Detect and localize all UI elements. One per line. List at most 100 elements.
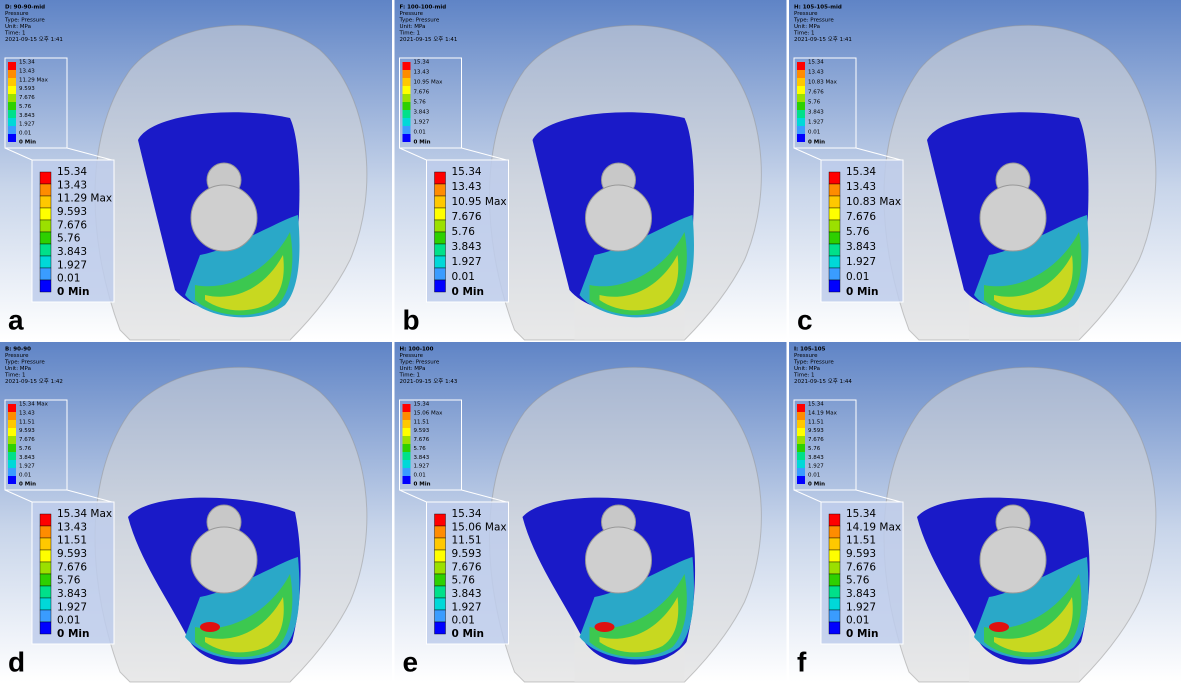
zoom-swatch — [435, 280, 446, 292]
legend-label: 5.76 — [808, 100, 821, 106]
legend-swatch — [403, 126, 411, 134]
zoom-label: 7.676 — [452, 211, 482, 223]
legend-swatch — [403, 468, 411, 476]
legend-label: 7.676 — [19, 437, 35, 443]
header-line: Type: Pressure — [399, 18, 440, 24]
zoom-swatch — [435, 268, 446, 280]
zoom-swatch — [435, 574, 446, 586]
legend-label: 15.34 Max — [19, 402, 49, 408]
legend-swatch — [8, 134, 16, 142]
zoom-label: 5.76 — [452, 575, 476, 587]
header-line: I: 105-105 — [794, 347, 826, 353]
zoom-label: 7.676 — [452, 561, 482, 573]
legend-swatch — [403, 436, 411, 444]
legend-label: 14.19 Max — [808, 410, 838, 416]
panel-letter: a — [8, 304, 24, 335]
zoom-label: 0 Min — [452, 286, 484, 298]
legend-label: 9.593 — [808, 428, 824, 434]
legend-label: 11.51 — [414, 419, 430, 425]
zoom-swatch — [829, 610, 840, 622]
header-line: Type: Pressure — [4, 360, 45, 366]
zoom-label: 3.843 — [846, 241, 876, 253]
zoom-label: 5.76 — [846, 575, 870, 587]
zoom-swatch — [435, 196, 446, 208]
legend-label: 1.927 — [19, 122, 35, 128]
zoom-label: 9.593 — [846, 548, 876, 560]
zoom-label: 13.43 — [846, 181, 876, 193]
zoom-swatch — [829, 184, 840, 196]
legend-label: 5.76 — [808, 446, 821, 452]
legend-swatch — [8, 78, 16, 86]
zoom-swatch — [829, 232, 840, 244]
legend-swatch — [403, 86, 411, 94]
legend-swatch — [8, 444, 16, 452]
pressure-peak — [200, 622, 220, 632]
trunnion-head — [980, 527, 1046, 593]
legend-label: 0.01 — [414, 130, 426, 136]
zoom-swatch — [40, 622, 51, 634]
header-line: 2021-09-15 오후 1:41 — [5, 36, 63, 43]
legend-swatch — [403, 118, 411, 126]
zoom-label: 15.34 Max — [57, 508, 112, 520]
zoom-swatch — [40, 256, 51, 268]
zoom-swatch — [40, 184, 51, 196]
zoom-label: 0.01 — [846, 271, 869, 283]
zoom-swatch — [829, 550, 840, 562]
zoom-swatch — [40, 232, 51, 244]
legend-swatch — [8, 70, 16, 78]
legend-label: 0.01 — [19, 131, 31, 137]
legend-swatch — [8, 428, 16, 436]
trunnion-head — [191, 185, 257, 251]
header-line: Pressure — [400, 353, 424, 359]
legend-label: 5.76 — [414, 446, 427, 452]
legend-label: 9.593 — [19, 86, 35, 92]
zoom-swatch — [40, 598, 51, 610]
header-line: Time: 1 — [4, 373, 26, 379]
header-line: Unit: MPa — [5, 366, 31, 372]
legend-swatch — [403, 78, 411, 86]
figure: D: 90-90-midPressureType: PressureUnit: … — [0, 0, 1181, 683]
legend-label: 15.06 Max — [414, 410, 444, 416]
legend-swatch — [403, 412, 411, 420]
zoom-label: 3.843 — [846, 588, 876, 600]
zoom-label: 7.676 — [846, 561, 876, 573]
header-line: Unit: MPa — [5, 24, 31, 30]
legend-label: 7.676 — [808, 90, 824, 96]
panel: H: 105-105-midPressureType: PressureUnit… — [789, 0, 1181, 340]
legend-swatch — [8, 94, 16, 102]
zoom-label: 13.43 — [57, 179, 87, 191]
legend-swatch — [403, 404, 411, 412]
zoom-label: 10.95 Max — [452, 196, 507, 208]
legend-swatch — [403, 476, 411, 484]
trunnion-head — [586, 185, 652, 251]
header-line: Type: Pressure — [4, 18, 45, 24]
header-line: F: 100-100-mid — [400, 5, 447, 11]
zoom-swatch — [829, 586, 840, 598]
legend-swatch — [8, 62, 16, 70]
legend-swatch — [797, 110, 805, 118]
zoom-swatch — [435, 562, 446, 574]
legend-label: 0 Min — [414, 140, 431, 146]
legend-swatch — [797, 412, 805, 420]
header-line: Unit: MPa — [794, 366, 820, 372]
legend-label: 15.34 — [414, 60, 430, 66]
legend-swatch — [8, 420, 16, 428]
zoom-swatch — [829, 256, 840, 268]
header-line: Type: Pressure — [793, 18, 834, 24]
legend-swatch — [403, 444, 411, 452]
zoom-label: 15.34 — [57, 166, 87, 178]
legend-swatch — [403, 452, 411, 460]
legend-label: 0 Min — [414, 482, 431, 488]
legend-swatch — [8, 468, 16, 476]
zoom-label: 11.29 Max — [57, 193, 112, 205]
zoom-swatch — [40, 538, 51, 550]
legend-label: 15.34 — [414, 402, 430, 408]
header-line: Type: Pressure — [399, 360, 440, 366]
legend-swatch — [797, 126, 805, 134]
legend-label: 10.95 Max — [414, 80, 444, 86]
legend-label: 0 Min — [19, 140, 36, 146]
legend-label: 13.43 — [414, 70, 430, 76]
zoom-label: 15.34 — [846, 166, 876, 178]
legend-label: 0.01 — [414, 473, 426, 479]
